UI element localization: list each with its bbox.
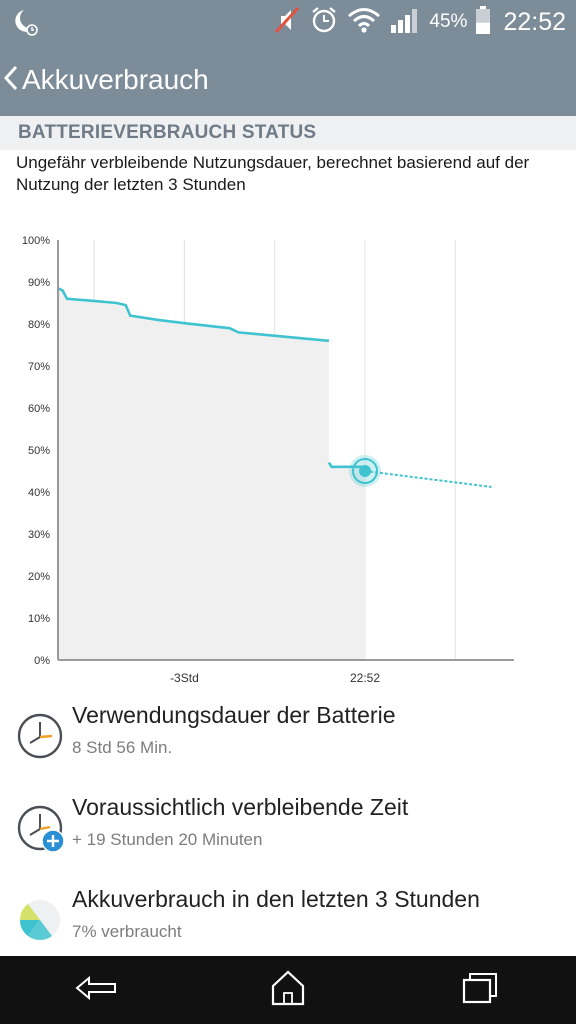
y-tick-label: 90% — [28, 277, 50, 289]
section-header: BATTERIEVERBRAUCH STATUS — [0, 116, 576, 150]
list-item-title: Verwendungsdauer der Batterie — [72, 702, 396, 728]
alarm-icon — [309, 5, 339, 40]
y-tick-label: 100% — [22, 235, 50, 247]
list-item-subtitle: 7% verbraucht — [72, 922, 182, 941]
list-item-remaining-time[interactable]: Voraussichtlich verbleibende Zeit + 19 S… — [0, 792, 576, 880]
nav-recent-apps-button[interactable] — [435, 960, 525, 1020]
status-bar: 45% 22:52 — [0, 0, 576, 44]
current-marker-ring — [352, 458, 379, 484]
measured-line — [57, 287, 330, 343]
y-tick-label: 0% — [34, 655, 50, 667]
clock-icon — [16, 712, 64, 760]
y-tick-label: 60% — [28, 403, 50, 415]
list-item-title: Akkuverbrauch in den letzten 3 Stunden — [72, 886, 480, 912]
navigation-bar — [0, 956, 576, 1024]
clock-time: 22:52 — [503, 7, 566, 36]
section-title: BATTERIEVERBRAUCH STATUS — [18, 122, 317, 143]
chevron-left-icon — [2, 63, 20, 98]
y-tick-label: 10% — [28, 613, 50, 625]
y-tick-label: 70% — [28, 361, 50, 373]
nav-back-button[interactable] — [51, 960, 141, 1020]
list-item-usage-time[interactable]: Verwendungsdauer der Batterie 8 Std 56 M… — [0, 700, 576, 788]
x-tick-label: -3Std — [170, 671, 199, 685]
page-title: Akkuverbrauch — [22, 64, 209, 95]
signal-icon — [389, 5, 421, 40]
mute-icon — [273, 5, 301, 40]
moon-clock-icon — [10, 6, 42, 43]
wifi-icon — [347, 5, 381, 40]
list-item-title: Voraussichtlich verbleibende Zeit — [72, 794, 409, 820]
projected-line — [364, 470, 492, 488]
list-item-subtitle: 8 Std 56 Min. — [72, 738, 173, 757]
home-icon — [268, 968, 308, 1013]
y-tick-label: 40% — [28, 487, 50, 499]
battery-chart: 100% 90% 80% 70% 60% 50% 40% 30% 20% 10% 0% -3Std 22… — [22, 235, 514, 685]
y-tick-label: 50% — [28, 445, 50, 457]
nav-home-button[interactable] — [243, 960, 333, 1020]
list-item-subtitle: + 19 Stunden 20 Minuten — [72, 830, 263, 849]
chart-area-fill — [58, 288, 329, 660]
back-button[interactable]: Akkuverbrauch — [0, 44, 209, 116]
back-icon — [73, 973, 119, 1008]
current-marker — [359, 465, 372, 477]
battery-icon — [475, 5, 491, 40]
chart-area-fill — [328, 462, 366, 660]
y-tick-label: 80% — [28, 319, 50, 331]
battery-percent: 45% — [429, 11, 468, 32]
section-description: Ungefähr verbleibende Nutzungsdauer, ber… — [16, 153, 530, 194]
pie-chart-icon — [16, 896, 64, 944]
recent-apps-icon — [460, 970, 500, 1011]
y-tick-label: 20% — [28, 571, 50, 583]
x-tick-label: 22:52 — [350, 671, 380, 685]
clock-plus-icon — [16, 804, 65, 853]
y-tick-label: 30% — [28, 529, 50, 541]
list-item-usage-last-hours[interactable]: Akkuverbrauch in den letzten 3 Stunden 7… — [0, 884, 576, 972]
action-bar: Akkuverbrauch — [0, 44, 576, 116]
